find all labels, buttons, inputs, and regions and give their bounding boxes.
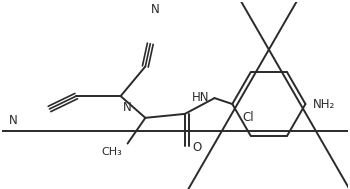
Text: NH₂: NH₂ xyxy=(313,98,336,111)
Text: Cl: Cl xyxy=(243,111,254,124)
Text: CH₃: CH₃ xyxy=(101,147,122,157)
Text: O: O xyxy=(193,141,202,154)
Text: HN: HN xyxy=(192,91,210,104)
Text: N: N xyxy=(122,101,131,114)
Text: N: N xyxy=(9,114,18,127)
Text: N: N xyxy=(151,3,160,16)
